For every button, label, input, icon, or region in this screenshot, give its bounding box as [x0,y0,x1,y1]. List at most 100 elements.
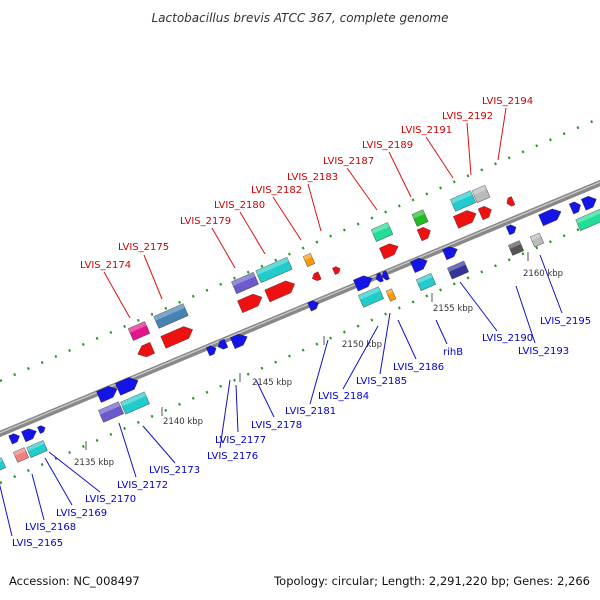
scale-label-3: 2150 kbp [342,340,382,350]
gene-shape-5 [0,457,6,473]
bottom-leader-9 [309,339,329,405]
gene-shape-19 [237,293,263,313]
gene-shape-12 [153,303,189,329]
gene-feature-6 [96,386,118,403]
bottom-leader-16 [539,254,563,314]
gene-feature-19 [237,293,263,313]
gene-feature-15 [217,338,229,350]
gene-feature-20 [264,280,295,303]
gene-shape-32 [411,209,429,227]
gene-shape-11 [137,342,155,358]
gene-feature-44 [508,240,524,256]
gene-shape-41 [477,206,492,221]
scale-label-0: 2135 kbp [74,458,114,468]
gene-shape-16 [230,333,248,349]
gene-shape-14 [205,345,217,357]
bottom-leader-10 [342,325,379,390]
gene-label-top-8: LVIS_2191 [401,125,452,136]
gene-shape-28 [376,272,384,283]
top-leader-2 [211,227,236,269]
gene-label-top-7: LVIS_2189 [362,140,413,151]
gene-feature-30 [370,222,394,242]
gene-label-bottom-5: LVIS_2173 [149,465,200,476]
gene-label-bottom-13: rihB [443,347,463,358]
gene-shape-47 [569,201,581,215]
gene-shape-29 [382,270,390,281]
scale-label-5: 2160 kbp [523,269,563,279]
gene-feature-2 [37,425,46,434]
gene-feature-35 [416,273,436,291]
gene-shape-34 [410,257,428,273]
gene-feature-43 [505,224,517,236]
gene-feature-34 [410,257,428,273]
bottom-leader-0 [0,484,13,537]
bottom-leader-15 [515,285,536,344]
gene-label-top-6: LVIS_2187 [323,156,374,167]
gene-shape-1 [8,433,20,445]
gene-label-top-0: LVIS_2174 [80,260,131,271]
genome-backbone [0,179,600,438]
gene-label-bottom-12: LVIS_2186 [393,362,444,373]
gene-label-bottom-11: LVIS_2185 [356,376,407,387]
gene-label-bottom-1: LVIS_2168 [25,522,76,533]
gene-shape-7 [115,377,139,396]
gene-label-bottom-0: LVIS_2165 [12,538,63,549]
gene-label-top-3: LVIS_2180 [214,200,265,211]
gene-shape-25 [358,286,384,308]
gene-feature-8 [98,401,124,423]
bottom-leader-7 [235,384,239,433]
gene-feature-11 [137,342,155,358]
gene-label-bottom-9: LVIS_2181 [285,406,336,417]
gene-label-bottom-3: LVIS_2170 [85,494,136,505]
gene-shape-18 [255,256,293,284]
gene-shape-8 [98,401,124,423]
gene-feature-23 [332,266,341,275]
gene-label-bottom-8: LVIS_2178 [251,420,302,431]
top-leader-0 [103,271,131,319]
gene-shape-13 [160,326,193,349]
gene-feature-37 [447,260,469,280]
gene-label-bottom-7: LVIS_2177 [215,435,266,446]
gene-feature-9 [120,391,150,415]
topology-text: Topology: circular; Length: 2,291,220 bp… [274,574,590,588]
gene-feature-1 [8,433,20,445]
gene-feature-17 [231,271,259,295]
gene-shape-39 [471,184,491,204]
gene-feature-13 [160,326,193,349]
gene-shape-49 [575,209,600,231]
gene-label-bottom-14: LVIS_2190 [482,333,533,344]
gene-feature-18 [255,256,293,284]
gene-label-top-5: LVIS_2183 [287,172,338,183]
bottom-leader-1 [31,473,45,521]
gene-feature-29 [382,270,390,281]
gene-shape-36 [442,246,458,261]
gene-feature-47 [569,201,581,215]
top-leader-7 [388,151,412,198]
gene-feature-36 [442,246,458,261]
top-leader-8 [425,136,454,179]
top-leader-5 [307,183,322,232]
gene-feature-26 [385,288,397,302]
gene-feature-28 [376,272,384,283]
gene-feature-39 [471,184,491,204]
gene-feature-24 [307,300,319,312]
gene-shape-45 [529,232,545,248]
gene-shape-46 [538,208,562,227]
top-leader-4 [272,196,302,241]
top-leader-10 [497,107,507,161]
gene-feature-4 [13,447,29,463]
bottom-leader-12 [397,319,417,360]
gene-shape-9 [120,391,150,415]
bottom-leader-8 [255,379,275,418]
gene-shape-27 [353,275,373,292]
gene-label-bottom-6: LVIS_2176 [207,451,258,462]
gene-feature-10 [127,321,151,341]
scale-label-1: 2140 kbp [163,417,203,427]
gene-shape-26 [385,288,397,302]
bottom-leader-2 [44,457,73,506]
gene-shape-38 [450,190,476,212]
gene-feature-25 [358,286,384,308]
gene-shape-37 [447,260,469,280]
gene-feature-31 [379,243,399,260]
